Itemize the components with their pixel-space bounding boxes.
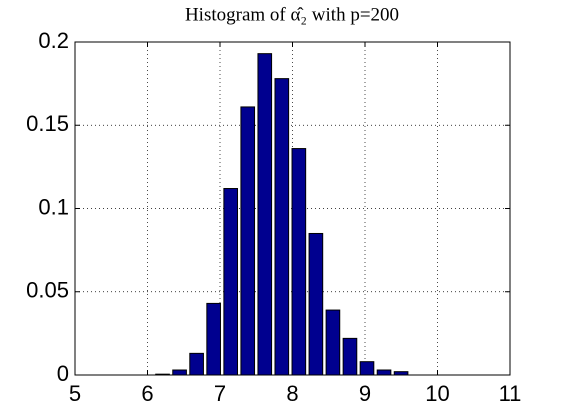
bar xyxy=(376,369,392,376)
y-tick-label: 0.15 xyxy=(26,111,69,136)
y-tick-label: 0 xyxy=(57,361,69,386)
bar xyxy=(308,232,324,376)
bar xyxy=(257,53,273,376)
y-tick-label: 0.2 xyxy=(38,28,69,53)
axes-box xyxy=(74,41,511,376)
x-tick-label: 10 xyxy=(425,381,449,406)
chart-title: Histogram of α̂₂ with p=200 xyxy=(185,4,399,25)
y-tick-label: 0.1 xyxy=(38,194,69,219)
x-tick-label: 9 xyxy=(359,381,371,406)
bar xyxy=(189,352,204,376)
y-tick-label: 0.05 xyxy=(26,278,69,303)
bar xyxy=(206,302,221,376)
bar xyxy=(359,361,375,376)
bar xyxy=(223,188,239,376)
bar xyxy=(291,148,307,376)
bar xyxy=(342,337,358,376)
x-tick-label: 5 xyxy=(69,381,81,406)
x-tick-label: 8 xyxy=(286,381,298,406)
bar xyxy=(274,78,290,376)
x-tick-label: 6 xyxy=(141,381,153,406)
bar xyxy=(240,106,256,376)
x-tick-label: 7 xyxy=(214,381,226,406)
bar xyxy=(172,369,187,376)
bar xyxy=(325,309,341,376)
x-tick-label: 11 xyxy=(499,381,522,406)
